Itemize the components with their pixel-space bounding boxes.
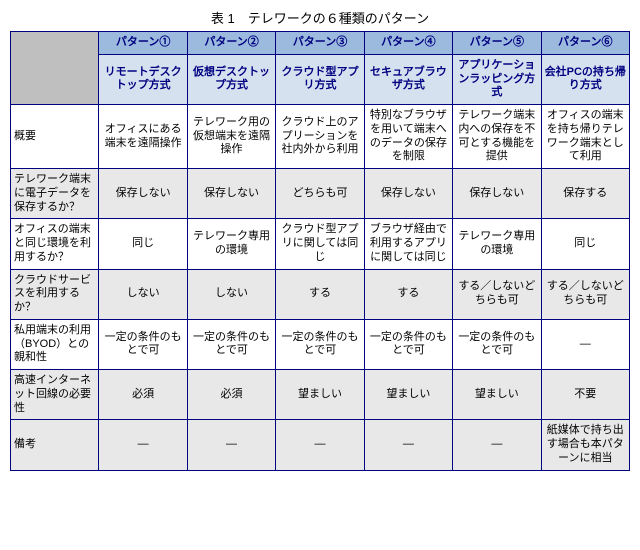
cell: 一定の条件のもとで可: [364, 319, 452, 369]
cell: しない: [99, 269, 187, 319]
cell: 必須: [99, 370, 187, 420]
method-4: セキュアブラウザ方式: [364, 54, 452, 104]
table-row: 高速インターネット回線の必要性 必須 必須 望ましい 望ましい 望ましい 不要: [11, 370, 630, 420]
table-title: 表 1 テレワークの６種類のパターン: [10, 8, 630, 27]
cell: テレワーク専用の環境: [187, 219, 275, 269]
cell: クラウド上のアプリーションを社内外から利用: [276, 105, 364, 169]
col-pattern-2: パターン②: [187, 32, 275, 55]
row-header-bandwidth: 高速インターネット回線の必要性: [11, 370, 99, 420]
cell: テレワーク専用の環境: [453, 219, 541, 269]
method-1: リモートデスクトップ方式: [99, 54, 187, 104]
cell: 一定の条件のもとで可: [99, 319, 187, 369]
cell: —: [99, 420, 187, 470]
cell: どちらも可: [276, 169, 364, 219]
row-header-byod: 私用端末の利用（BYOD）との親和性: [11, 319, 99, 369]
row-header-sameenv: オフィスの端末と同じ環境を利用するか？: [11, 219, 99, 269]
table-row: 概要 オフィスにある端末を遠隔操作 テレワーク用の仮想端末を遠隔操作 クラウド上…: [11, 105, 630, 169]
cell: する: [364, 269, 452, 319]
row-header-datastore: テレワーク端末に電子データを保存するか？: [11, 169, 99, 219]
cell: オフィスの端末を持ち帰りテレワーク端末として利用: [541, 105, 629, 169]
table-row: 私用端末の利用（BYOD）との親和性 一定の条件のもとで可 一定の条件のもとで可…: [11, 319, 630, 369]
col-pattern-1: パターン①: [99, 32, 187, 55]
corner-cell: [11, 32, 99, 105]
row-header-overview: 概要: [11, 105, 99, 169]
table-row: 備考 — — — — — 紙媒体で持ち出す場合も本パターンに相当: [11, 420, 630, 470]
cell: 望ましい: [453, 370, 541, 420]
cell: テレワーク用の仮想端末を遠隔操作: [187, 105, 275, 169]
cell: しない: [187, 269, 275, 319]
cell: 一定の条件のもとで可: [187, 319, 275, 369]
method-5: アプリケーションラッピング方式: [453, 54, 541, 104]
col-pattern-3: パターン③: [276, 32, 364, 55]
cell: 保存しない: [99, 169, 187, 219]
cell: 不要: [541, 370, 629, 420]
cell: 保存しない: [453, 169, 541, 219]
cell: 保存しない: [187, 169, 275, 219]
cell: クラウド型アプリに関しては同じ: [276, 219, 364, 269]
cell: 一定の条件のもとで可: [453, 319, 541, 369]
cell: 同じ: [541, 219, 629, 269]
pattern-label-row: パターン① パターン② パターン③ パターン④ パターン⑤ パターン⑥: [11, 32, 630, 55]
cell: 望ましい: [364, 370, 452, 420]
cell: 保存する: [541, 169, 629, 219]
cell: する／しないどちらも可: [541, 269, 629, 319]
cell: —: [364, 420, 452, 470]
cell: する／しないどちらも可: [453, 269, 541, 319]
cell: 保存しない: [364, 169, 452, 219]
table-row: クラウドサービスを利用するか？ しない しない する する する／しないどちらも…: [11, 269, 630, 319]
cell: ブラウザ経由で利用するアプリに関しては同じ: [364, 219, 452, 269]
row-header-cloud: クラウドサービスを利用するか？: [11, 269, 99, 319]
cell: 同じ: [99, 219, 187, 269]
cell: テレワーク端末内への保存を不可とする機能を提供: [453, 105, 541, 169]
cell: —: [276, 420, 364, 470]
cell: する: [276, 269, 364, 319]
method-6: 会社PCの持ち帰り方式: [541, 54, 629, 104]
cell: 紙媒体で持ち出す場合も本パターンに相当: [541, 420, 629, 470]
cell: 特別なブラウザを用いて端末へのデータの保存を制限: [364, 105, 452, 169]
col-pattern-5: パターン⑤: [453, 32, 541, 55]
method-3: クラウド型アプリ方式: [276, 54, 364, 104]
table-row: テレワーク端末に電子データを保存するか？ 保存しない 保存しない どちらも可 保…: [11, 169, 630, 219]
cell: オフィスにある端末を遠隔操作: [99, 105, 187, 169]
cell: 望ましい: [276, 370, 364, 420]
cell: —: [453, 420, 541, 470]
row-header-notes: 備考: [11, 420, 99, 470]
cell: 一定の条件のもとで可: [276, 319, 364, 369]
col-pattern-6: パターン⑥: [541, 32, 629, 55]
cell: —: [541, 319, 629, 369]
col-pattern-4: パターン④: [364, 32, 452, 55]
cell: —: [187, 420, 275, 470]
cell: 必須: [187, 370, 275, 420]
method-2: 仮想デスクトップ方式: [187, 54, 275, 104]
telework-patterns-table: パターン① パターン② パターン③ パターン④ パターン⑤ パターン⑥ リモート…: [10, 31, 630, 471]
table-row: オフィスの端末と同じ環境を利用するか？ 同じ テレワーク専用の環境 クラウド型ア…: [11, 219, 630, 269]
method-name-row: リモートデスクトップ方式 仮想デスクトップ方式 クラウド型アプリ方式 セキュアブ…: [11, 54, 630, 104]
